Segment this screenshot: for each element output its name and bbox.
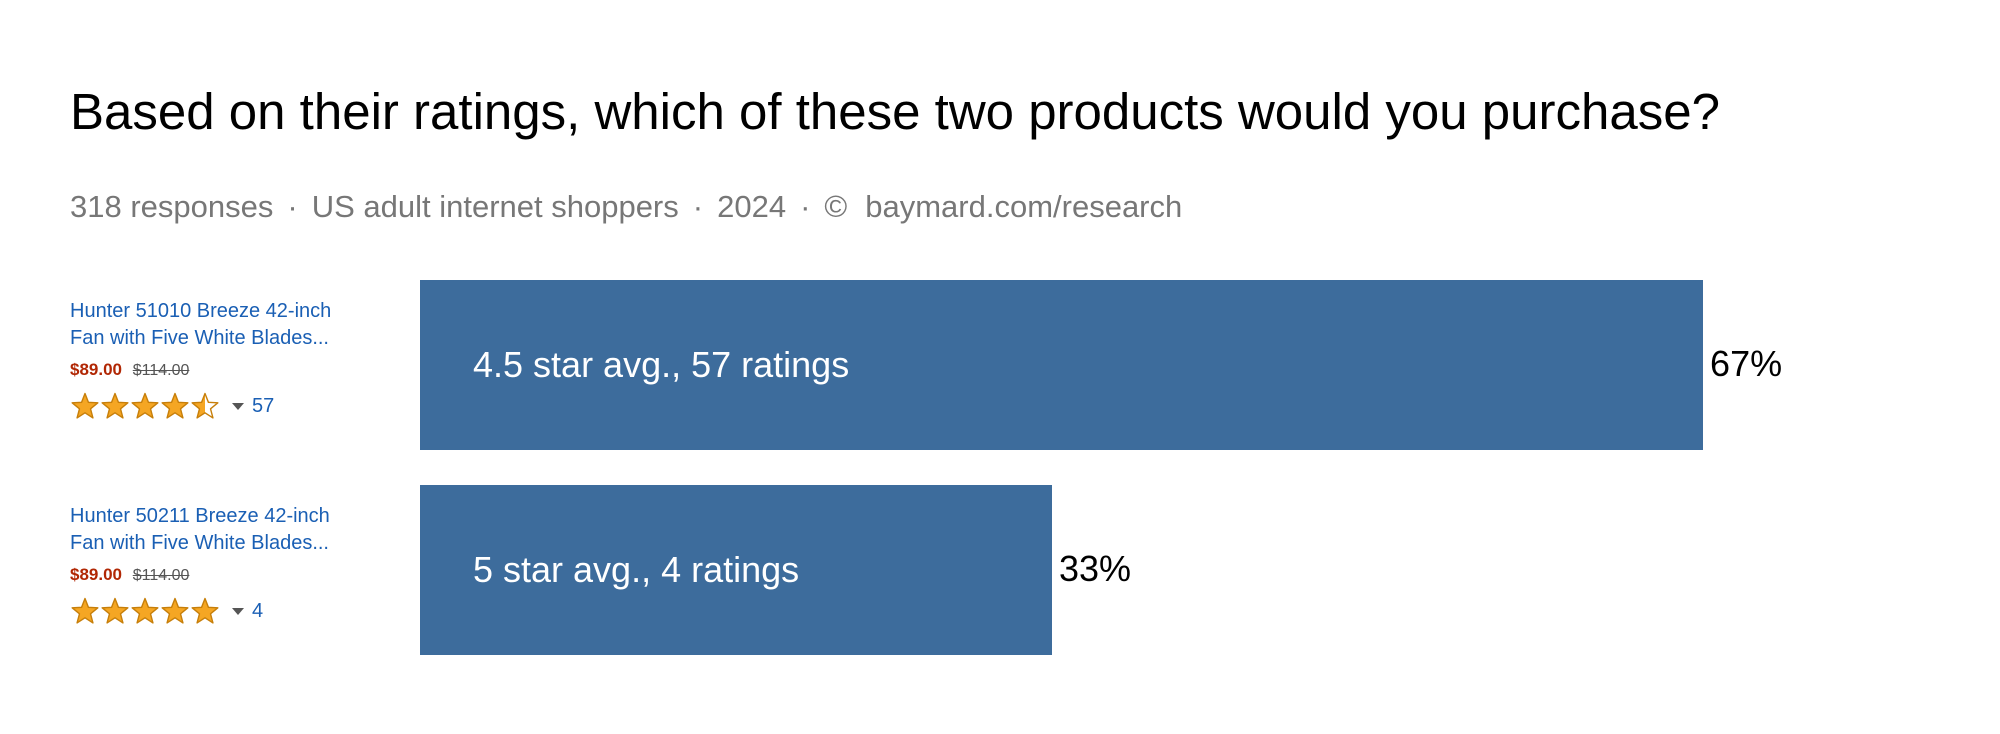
- product-card-1: Hunter 51010 Breeze 42-inch Fan with Fiv…: [70, 298, 390, 423]
- chevron-down-icon[interactable]: [232, 607, 244, 615]
- star-icon: [101, 392, 129, 419]
- product-name-line[interactable]: Hunter 51010 Breeze 42-inch: [70, 300, 332, 322]
- chevron-down-icon[interactable]: [232, 402, 244, 410]
- product-price: $89.00: [70, 565, 122, 584]
- meta-separator: ·: [287, 189, 298, 224]
- star-icon: [191, 597, 219, 624]
- star-icon: [131, 597, 159, 624]
- star-rating[interactable]: [70, 391, 220, 421]
- rating-count[interactable]: 4: [252, 599, 264, 622]
- meta-responses: 318 responses: [70, 189, 274, 224]
- price-row: $89.00 $114.00: [70, 565, 390, 586]
- bar-label: 4.5 star avg., 57 ratings: [473, 344, 850, 385]
- star-icon: [161, 392, 189, 419]
- star-icon: [71, 597, 99, 624]
- product-name-line[interactable]: Hunter 50211 Breeze 42-inch: [70, 505, 330, 527]
- rating-row: 4: [70, 594, 390, 628]
- subtitle-meta: 318 responses · US adult internet shoppers…: [70, 188, 1182, 226]
- product-name[interactable]: Hunter 51010 Breeze 42-inch Fan with Fiv…: [70, 298, 390, 352]
- page-title: Based on their ratings, which of these t…: [70, 83, 1720, 140]
- star-icon: [101, 597, 129, 624]
- product-name[interactable]: Hunter 50211 Breeze 42-inch Fan with Fiv…: [70, 503, 390, 557]
- data-label: 33%: [1058, 548, 1131, 589]
- product-card-2: Hunter 50211 Breeze 42-inch Fan with Fiv…: [70, 503, 390, 628]
- product-price: $89.00: [70, 360, 122, 379]
- product-name-line[interactable]: Fan with Five White Blades...: [70, 327, 329, 349]
- rating-row: 57: [70, 389, 390, 423]
- product-old-price: $114.00: [132, 362, 190, 379]
- meta-year: 2024: [717, 189, 787, 224]
- meta-audience: US adult internet shoppers: [311, 189, 679, 224]
- bar: 5 star avg., 4 ratings: [420, 485, 1052, 655]
- meta-separator: ·: [800, 189, 811, 224]
- bar-label: 5 star avg., 4 ratings: [473, 549, 800, 590]
- product-old-price: $114.00: [132, 567, 190, 584]
- data-label: 67%: [1710, 343, 1783, 384]
- star-icon: [161, 597, 189, 624]
- star-rating[interactable]: [70, 596, 220, 626]
- rating-count[interactable]: 57: [252, 394, 275, 417]
- meta-source: baymard.com/research: [865, 189, 1183, 224]
- star-icon: [71, 392, 99, 419]
- bar: 4.5 star avg., 57 ratings: [420, 280, 1704, 450]
- star-icon: [191, 392, 219, 419]
- product-name-line[interactable]: Fan with Five White Blades...: [70, 532, 329, 554]
- price-row: $89.00 $114.00: [70, 360, 390, 381]
- meta-separator: ·: [692, 189, 704, 224]
- meta-copyright: ©: [824, 189, 848, 224]
- star-icon: [131, 392, 159, 419]
